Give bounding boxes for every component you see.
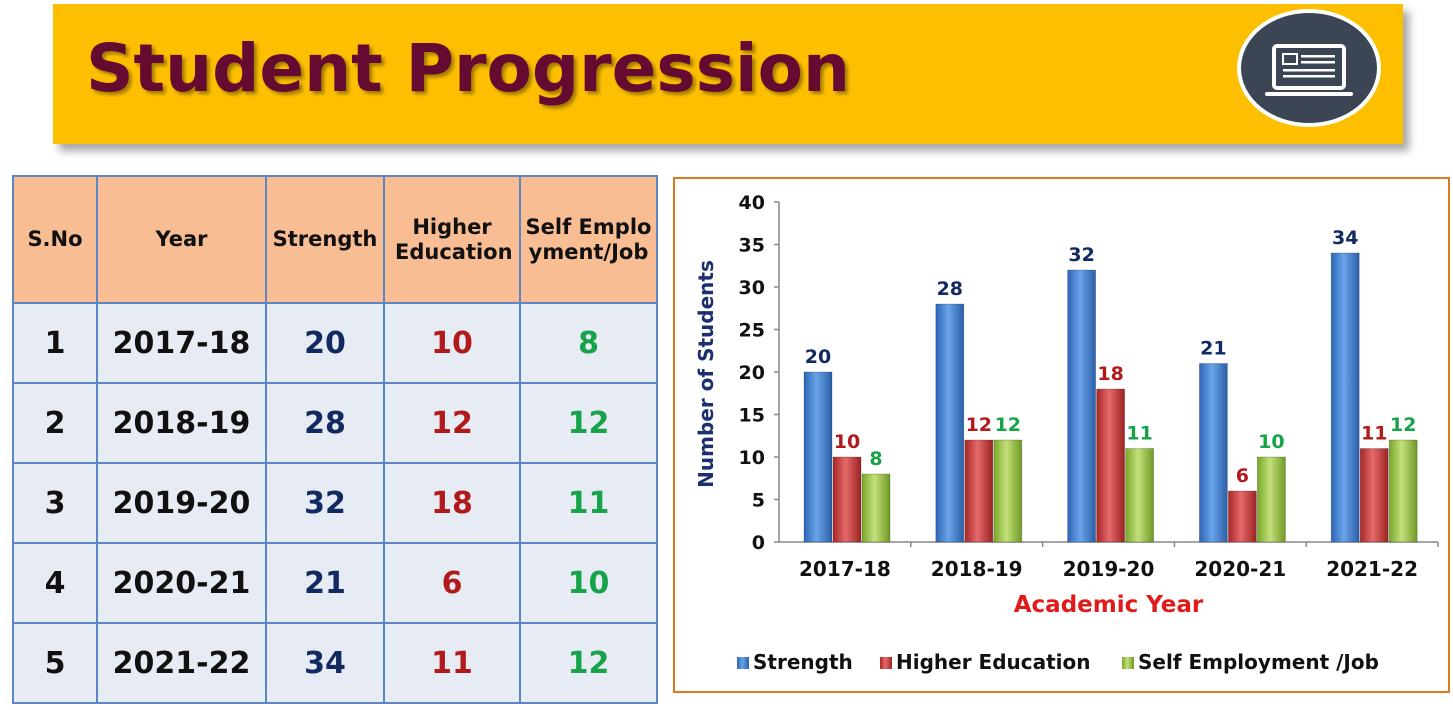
cell-strength: 21 [265, 542, 385, 624]
table-row: 1 2017-18 20 10 8 [12, 302, 658, 384]
y-tick-label: 30 [739, 277, 765, 299]
bar [1257, 456, 1286, 543]
bar [993, 439, 1023, 543]
legend-label: Self Employment /Job [1138, 650, 1379, 674]
y-tick-label: 10 [739, 447, 765, 469]
progression-table: S.No Year Strength Higher Education Self… [12, 175, 658, 704]
data-label: 18 [1097, 363, 1123, 385]
title-banner [53, 4, 1403, 144]
data-label: 34 [1332, 227, 1358, 249]
legend-swatch [737, 657, 749, 669]
y-tick-label: 15 [739, 405, 765, 427]
bar [832, 456, 862, 543]
data-label: 10 [1258, 431, 1284, 453]
bar [1228, 490, 1257, 543]
bar [1359, 448, 1389, 543]
y-tick-label: 5 [752, 490, 765, 512]
cell-year: 2020-21 [96, 542, 267, 624]
y-tick-label: 20 [739, 362, 765, 384]
bar [1199, 363, 1228, 543]
bar [861, 473, 891, 543]
bar [1388, 439, 1418, 543]
y-tick-label: 35 [739, 235, 765, 257]
cell-strength: 32 [265, 462, 385, 544]
cell-self-employment: 11 [519, 462, 658, 544]
cell-sno: 5 [12, 622, 98, 704]
table-row: 5 2021-22 34 11 12 [12, 622, 658, 704]
cell-sno: 4 [12, 542, 98, 624]
legend-label: Higher Education [896, 650, 1091, 674]
cell-sno: 2 [12, 382, 98, 464]
cell-higher-education: 12 [383, 382, 521, 464]
data-label: 8 [869, 448, 882, 470]
header-strength: Strength [265, 175, 385, 304]
data-label: 6 [1236, 465, 1249, 487]
bar [964, 439, 994, 543]
cell-strength: 34 [265, 622, 385, 704]
data-label: 28 [937, 278, 963, 300]
cell-year: 2021-22 [96, 622, 267, 704]
data-label: 10 [834, 431, 860, 453]
cell-year: 2019-20 [96, 462, 267, 544]
legend-swatch [1122, 657, 1134, 669]
cell-self-employment: 12 [519, 382, 658, 464]
cell-strength: 20 [265, 302, 385, 384]
cell-self-employment: 10 [519, 542, 658, 624]
table-row: 4 2020-21 21 6 10 [12, 542, 658, 624]
cell-higher-education: 11 [383, 622, 521, 704]
bar [935, 303, 965, 543]
data-label: 12 [995, 414, 1021, 436]
table-row: 2 2018-19 28 12 12 [12, 382, 658, 464]
legend-swatch [880, 657, 892, 669]
header-self-employment: Self Employment/Job [519, 175, 658, 304]
legend-label: Strength [753, 650, 853, 674]
x-tick-label: 2017-18 [799, 557, 891, 581]
bar [1330, 252, 1360, 543]
data-label: 20 [805, 346, 831, 368]
bar [1125, 448, 1155, 543]
bar [1096, 388, 1126, 543]
cell-higher-education: 18 [383, 462, 521, 544]
cell-sno: 3 [12, 462, 98, 544]
y-tick-label: 0 [752, 532, 765, 554]
y-tick-label: 25 [739, 320, 765, 342]
data-label: 12 [1390, 414, 1416, 436]
bar [803, 371, 833, 543]
x-tick-label: 2018-19 [931, 557, 1023, 581]
x-tick-label: 2021-22 [1326, 557, 1418, 581]
x-axis-title: Academic Year [1014, 592, 1204, 618]
laptop-document-icon [1237, 9, 1381, 127]
data-label: 32 [1068, 244, 1094, 266]
table-header-row: S.No Year Strength Higher Education Self… [12, 175, 658, 304]
cell-year: 2017-18 [96, 302, 267, 384]
bar [1067, 269, 1097, 543]
cell-higher-education: 6 [383, 542, 521, 624]
x-tick-label: 2019-20 [1063, 557, 1155, 581]
cell-self-employment: 8 [519, 302, 658, 384]
header-year: Year [96, 175, 267, 304]
data-label: 11 [1361, 423, 1387, 445]
header-sno: S.No [12, 175, 98, 304]
cell-year: 2018-19 [96, 382, 267, 464]
header-higher-education: Higher Education [383, 175, 521, 304]
y-tick-label: 40 [739, 192, 765, 214]
table-row: 3 2019-20 32 18 11 [12, 462, 658, 544]
chart-panel: 0 5 10 15 20 25 30 35 40 2017-18 20 10 8 2018-19 28 12 1… [673, 177, 1450, 693]
data-label: 12 [966, 414, 992, 436]
cell-sno: 1 [12, 302, 98, 384]
cell-higher-education: 10 [383, 302, 521, 384]
x-tick-label: 2020-21 [1194, 557, 1286, 581]
page-title: Student Progression [86, 30, 850, 107]
data-label: 11 [1126, 423, 1152, 445]
y-axis-title: Number of Students [694, 260, 718, 488]
cell-strength: 28 [265, 382, 385, 464]
cell-self-employment: 12 [519, 622, 658, 704]
data-label: 21 [1200, 338, 1226, 360]
